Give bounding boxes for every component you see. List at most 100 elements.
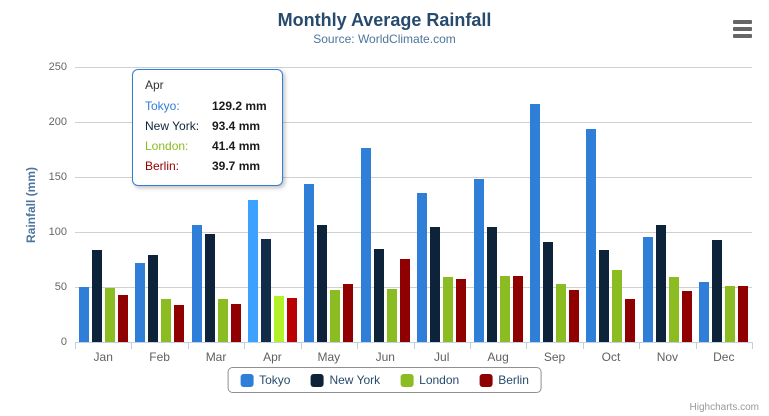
legend: Tokyo New York London Berlin bbox=[227, 367, 542, 393]
bar-london-apr[interactable] bbox=[273, 296, 284, 342]
bar-new-york-jul[interactable] bbox=[430, 226, 441, 342]
bar-new-york-jun[interactable] bbox=[373, 249, 384, 342]
bar-tokyo-jun[interactable] bbox=[360, 148, 371, 342]
highcharts-credit-link[interactable]: Highcharts.com bbox=[689, 402, 759, 413]
export-menu-icon[interactable] bbox=[733, 20, 752, 41]
bar-new-york-sep[interactable] bbox=[543, 241, 554, 342]
bar-london-aug[interactable] bbox=[499, 276, 510, 342]
x-axis-label: Apr bbox=[263, 350, 282, 364]
x-axis-tick bbox=[526, 343, 527, 349]
bar-tokyo-apr[interactable] bbox=[247, 199, 258, 342]
x-axis-label: Dec bbox=[713, 350, 735, 364]
column-group-jul bbox=[414, 67, 470, 342]
bar-tokyo-dec[interactable] bbox=[699, 282, 710, 342]
legend-swatch-icon bbox=[479, 373, 493, 387]
bar-tokyo-sep[interactable] bbox=[530, 103, 541, 342]
tooltip-series-label: New York: bbox=[145, 119, 200, 133]
column-group-nov bbox=[639, 67, 695, 342]
x-axis-tick bbox=[639, 343, 640, 349]
bar-tokyo-jul[interactable] bbox=[417, 192, 428, 342]
legend-swatch-icon bbox=[400, 373, 414, 387]
column-group-may bbox=[301, 67, 357, 342]
tooltip-row: Tokyo: 129.2 mm bbox=[145, 96, 272, 116]
bar-london-mar[interactable] bbox=[217, 298, 228, 342]
bar-london-feb[interactable] bbox=[161, 299, 172, 342]
bar-new-york-apr[interactable] bbox=[260, 239, 271, 342]
column-group-jan bbox=[75, 67, 131, 342]
y-axis-tick-label: 50 bbox=[54, 281, 67, 293]
bar-london-nov[interactable] bbox=[668, 276, 679, 342]
x-axis-tick bbox=[75, 343, 76, 349]
chart-title: Monthly Average Rainfall bbox=[277, 10, 492, 30]
bar-new-york-oct[interactable] bbox=[599, 250, 610, 342]
bar-london-dec[interactable] bbox=[725, 285, 736, 342]
bar-berlin-aug[interactable] bbox=[512, 275, 523, 342]
legend-item-berlin[interactable]: Berlin bbox=[479, 373, 529, 387]
bar-berlin-jan[interactable] bbox=[117, 295, 128, 342]
bar-tokyo-feb[interactable] bbox=[135, 263, 146, 342]
bar-berlin-apr[interactable] bbox=[286, 298, 297, 342]
column-group-mar bbox=[188, 67, 244, 342]
bar-new-york-dec[interactable] bbox=[712, 240, 723, 342]
x-axis-label: Feb bbox=[149, 350, 170, 364]
bar-new-york-feb[interactable] bbox=[148, 255, 159, 342]
bar-berlin-sep[interactable] bbox=[569, 289, 580, 342]
bar-berlin-jul[interactable] bbox=[456, 278, 467, 342]
bar-new-york-may[interactable] bbox=[317, 225, 328, 342]
bar-london-may[interactable] bbox=[330, 290, 341, 342]
x-axis-tick bbox=[301, 343, 302, 349]
legend-label: Berlin bbox=[498, 373, 529, 387]
bar-berlin-may[interactable] bbox=[343, 284, 354, 342]
bar-berlin-mar[interactable] bbox=[230, 304, 241, 342]
bar-berlin-jun[interactable] bbox=[399, 258, 410, 342]
bar-berlin-nov[interactable] bbox=[681, 290, 692, 342]
x-axis-tick bbox=[244, 343, 245, 349]
bar-tokyo-oct[interactable] bbox=[586, 128, 597, 342]
x-axis-label: May bbox=[317, 350, 341, 364]
legend-item-tokyo[interactable]: Tokyo bbox=[240, 373, 290, 387]
bar-tokyo-aug[interactable] bbox=[473, 178, 484, 342]
x-axis-label: Jan bbox=[93, 350, 113, 364]
legend-item-new-york[interactable]: New York bbox=[310, 373, 380, 387]
column-group-apr bbox=[244, 67, 300, 342]
x-axis-label: Mar bbox=[205, 350, 227, 364]
x-axis-tick bbox=[131, 343, 132, 349]
bar-berlin-feb[interactable] bbox=[174, 305, 185, 342]
bar-berlin-oct[interactable] bbox=[625, 299, 636, 342]
bar-london-jan[interactable] bbox=[104, 288, 115, 342]
x-axis-label: Sep bbox=[543, 350, 566, 364]
bar-new-york-jan[interactable] bbox=[91, 250, 102, 342]
tooltip-series-label: Tokyo: bbox=[145, 99, 180, 113]
legend-label: Tokyo bbox=[259, 373, 291, 387]
bar-new-york-nov[interactable] bbox=[655, 224, 666, 342]
x-axis-tick bbox=[357, 343, 358, 349]
bar-tokyo-jan[interactable] bbox=[78, 287, 89, 342]
y-axis-tick-label: 100 bbox=[48, 226, 67, 238]
y-gridline bbox=[75, 232, 752, 233]
bar-tokyo-may[interactable] bbox=[304, 183, 315, 342]
bar-berlin-dec[interactable] bbox=[738, 285, 749, 342]
y-gridline bbox=[75, 177, 752, 178]
legend-swatch-icon bbox=[310, 373, 324, 387]
tooltip-category: Apr bbox=[145, 78, 164, 92]
bar-london-sep[interactable] bbox=[556, 284, 567, 342]
x-axis-label: Jul bbox=[434, 350, 450, 364]
legend-label: London bbox=[419, 373, 460, 387]
bar-london-jul[interactable] bbox=[443, 277, 454, 342]
bar-new-york-mar[interactable] bbox=[204, 233, 215, 342]
x-axis-label: Jun bbox=[375, 350, 395, 364]
bar-london-jun[interactable] bbox=[386, 288, 397, 342]
bar-tokyo-nov[interactable] bbox=[642, 236, 653, 342]
bar-london-oct[interactable] bbox=[612, 270, 623, 342]
y-gridline bbox=[75, 122, 752, 123]
bar-new-york-aug[interactable] bbox=[486, 227, 497, 342]
legend-item-london[interactable]: London bbox=[400, 373, 459, 387]
tooltip-series-label: London: bbox=[145, 139, 189, 153]
tooltip: Apr Tokyo: 129.2 mm New York: 93.4 mm London… bbox=[132, 69, 283, 186]
y-gridline bbox=[75, 67, 752, 68]
bar-tokyo-mar[interactable] bbox=[191, 224, 202, 342]
column-group-dec bbox=[696, 67, 752, 342]
x-axis-tick bbox=[470, 343, 471, 349]
tooltip-row: London: 41.4 mm bbox=[145, 136, 272, 156]
